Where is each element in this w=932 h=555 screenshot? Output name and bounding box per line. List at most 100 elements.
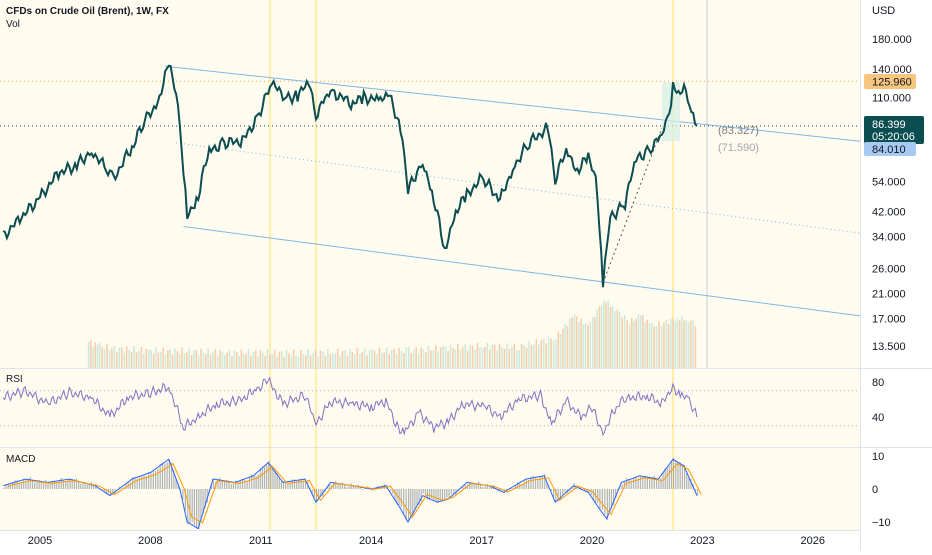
volume-bar xyxy=(672,318,674,368)
macd-histogram-bar xyxy=(169,460,170,489)
last-price-badge[interactable]: 86.399 05:20:06 xyxy=(864,116,924,144)
volume-bar xyxy=(521,344,523,368)
macd-histogram-bar xyxy=(54,481,55,489)
macd-histogram-bar xyxy=(141,475,142,489)
macd-histogram-bar xyxy=(597,489,598,503)
volume-bar xyxy=(545,343,547,368)
volume-bar xyxy=(179,354,181,368)
macd-histogram-bar xyxy=(621,485,622,489)
volume-bar xyxy=(576,316,578,368)
volume-bar xyxy=(491,345,493,368)
volume-bar xyxy=(603,300,605,368)
macd-histogram-bar xyxy=(526,480,527,489)
volume-bar xyxy=(241,349,243,368)
macd-histogram-bar xyxy=(658,481,659,489)
macd-histogram-bar xyxy=(3,488,4,489)
macd-histogram-bar xyxy=(72,481,73,489)
volume-bar xyxy=(172,355,174,368)
volume-bar xyxy=(224,355,226,368)
volume-bar xyxy=(111,348,113,368)
volume-bar xyxy=(222,351,224,368)
volume-bar xyxy=(207,348,209,368)
macd-histogram-bar xyxy=(444,489,445,501)
volume-bar xyxy=(590,322,592,368)
price-tick-label: 180.000 xyxy=(872,34,912,46)
macd-histogram-bar xyxy=(164,464,165,489)
macd-histogram-bar xyxy=(602,489,603,510)
macd-histogram-bar xyxy=(50,484,51,489)
macd-histogram-bar xyxy=(76,478,77,489)
volume-bar xyxy=(369,350,371,368)
volume-bar xyxy=(683,321,685,368)
macd-histogram-bar xyxy=(301,479,302,489)
volume-bar xyxy=(181,348,183,368)
volume-bar xyxy=(695,326,697,368)
volume-bar xyxy=(320,351,322,368)
price-tick-label: 140.000 xyxy=(872,64,912,76)
macd-histogram-bar xyxy=(609,489,610,513)
volume-bar xyxy=(379,348,381,368)
volume-bar xyxy=(158,352,160,368)
volume-bar xyxy=(160,352,162,368)
macd-histogram-bar xyxy=(462,487,463,489)
time-tick-label: 2023 xyxy=(690,535,714,547)
macd-histogram-bar xyxy=(406,489,407,520)
volume-bar xyxy=(467,350,469,368)
volume-bar xyxy=(391,350,393,368)
volume-bar xyxy=(487,343,489,368)
time-axis-bg xyxy=(0,530,860,550)
volume-bar xyxy=(231,356,233,368)
volume-bar xyxy=(279,352,281,368)
high-price-badge[interactable]: 125.960 xyxy=(864,74,916,89)
volume-bar xyxy=(169,349,171,368)
last-price-text: 86.399 xyxy=(872,119,906,131)
volume-bar xyxy=(393,349,395,368)
volume-bar xyxy=(188,348,190,368)
symbol-title[interactable]: CFDs on Crude Oil (Brent), 1W, FX xyxy=(6,6,169,17)
macd-histogram-bar xyxy=(150,473,151,489)
volume-bar xyxy=(548,337,550,368)
volume-bar xyxy=(94,342,96,368)
macd-histogram-bar xyxy=(599,489,600,509)
volume-bar xyxy=(596,309,598,368)
volume-bar xyxy=(518,350,520,368)
currency-label[interactable]: USD xyxy=(872,5,895,17)
target-label-2[interactable]: (71.590) xyxy=(718,142,759,154)
macd-histogram-bar xyxy=(628,480,629,489)
volume-bar xyxy=(511,347,513,368)
volume-bar xyxy=(252,352,254,368)
price-tick-label: 21.000 xyxy=(872,289,906,301)
volume-bar xyxy=(580,319,582,368)
macd-histogram-bar xyxy=(423,489,424,493)
volume-bar xyxy=(428,346,430,368)
volume-bar xyxy=(629,324,631,368)
volume-bar xyxy=(383,352,385,368)
volume-bar xyxy=(347,356,349,368)
volume-bar xyxy=(145,349,147,368)
volume-bar xyxy=(191,355,193,368)
macd-tick-label: −10 xyxy=(872,517,891,529)
volume-bar xyxy=(121,347,123,368)
volume-bar xyxy=(564,324,566,368)
macd-histogram-bar xyxy=(65,482,66,489)
macd-histogram-bar xyxy=(47,483,48,489)
price-tick-label: 54.000 xyxy=(872,177,906,189)
low-price-badge[interactable]: 84.010 xyxy=(864,142,916,156)
volume-bar xyxy=(651,323,653,368)
rsi-tick-label: 40 xyxy=(872,412,884,424)
macd-histogram-bar xyxy=(342,483,343,489)
macd-histogram-bar xyxy=(240,481,241,489)
macd-histogram-bar xyxy=(671,461,672,489)
volume-bar xyxy=(281,351,283,368)
macd-title[interactable]: MACD xyxy=(6,454,35,465)
volume-bar xyxy=(248,349,250,368)
volume-bar xyxy=(229,350,231,368)
volume-bar xyxy=(315,350,317,368)
target-label-1[interactable]: (83.327) xyxy=(718,125,759,137)
macd-histogram-bar xyxy=(58,481,59,489)
volume-bar xyxy=(666,320,668,368)
macd-histogram-bar xyxy=(266,465,267,489)
rsi-title[interactable]: RSI xyxy=(6,374,23,385)
macd-histogram-bar xyxy=(647,478,648,489)
